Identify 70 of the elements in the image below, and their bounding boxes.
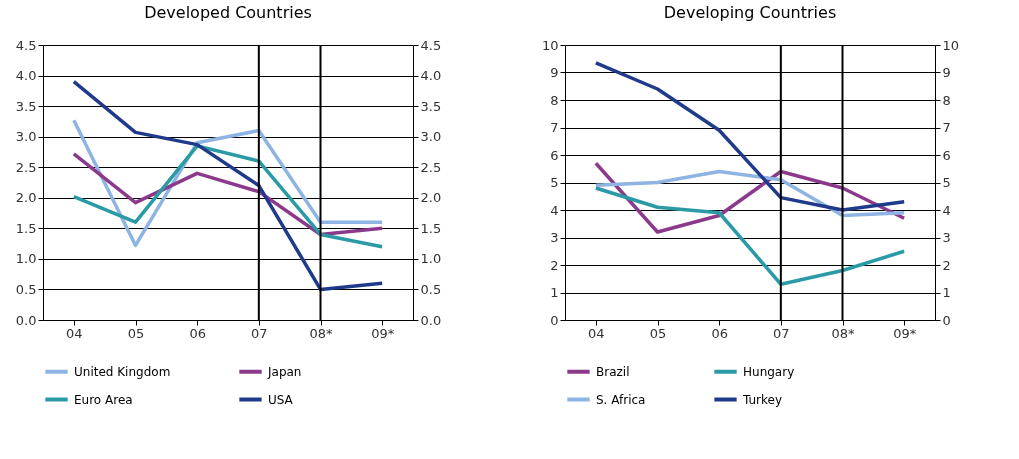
y2-tick-label: 8	[942, 92, 951, 108]
y2-tick-label: 9	[942, 65, 951, 80]
line-series	[594, 186, 906, 286]
y-tick-label: 2.5	[15, 159, 37, 175]
x-tick-label: 05	[649, 325, 667, 341]
y-tick-label: 8	[550, 92, 559, 108]
x-tick-label: 08*	[831, 325, 856, 341]
y2-tick-label: 4.0	[420, 68, 442, 84]
legend-label: Brazil	[596, 364, 630, 379]
legend-label: Hungary	[743, 364, 795, 379]
x-tick-label: 06	[189, 325, 206, 341]
y2-tick-label: 4.5	[420, 37, 442, 53]
y2-tick-label: 6	[942, 147, 951, 163]
y2-tick-label: 2.5	[420, 159, 442, 175]
y2-tick-label: 0.5	[420, 281, 442, 297]
y-tick-label: 6	[550, 147, 559, 163]
y2-tick-label: 4	[942, 202, 951, 218]
x-tick-label: 05	[127, 325, 145, 341]
line-series	[594, 169, 906, 218]
y-tick-label: 2.0	[15, 190, 37, 206]
y-tick-label: 7	[550, 120, 559, 135]
y2-tick-label: 10	[942, 37, 960, 53]
line-series	[72, 144, 384, 249]
x-tick-label: 09*	[371, 325, 395, 341]
y-tick-label: 1	[550, 285, 559, 300]
y2-tick-label: 3.0	[420, 129, 442, 145]
y-tick-label: 4	[550, 202, 559, 218]
y-tick-label: 1.5	[15, 220, 37, 236]
y-tick-label: 3	[550, 230, 559, 245]
legend-label: Japan	[267, 364, 302, 379]
legend-label: USA	[268, 392, 294, 407]
x-tick-label: 09*	[893, 325, 917, 341]
y2-tick-label: 1	[942, 285, 951, 300]
legend-label: Turkey	[742, 392, 783, 407]
legend-label: S. Africa	[596, 392, 646, 407]
y2-tick-label: 3.5	[420, 98, 442, 114]
y2-tick-label: 2.0	[420, 190, 442, 206]
y-tick-label: 5	[550, 175, 559, 190]
chart-title: Developed Countries	[144, 3, 312, 22]
chart-title: Developing Countries	[663, 3, 837, 22]
y2-tick-label: 7	[942, 120, 951, 135]
x-tick-label: 04	[66, 325, 83, 341]
y-tick-label: 0.5	[15, 281, 37, 297]
y2-tick-label: 0	[942, 312, 951, 328]
y-tick-label: 0.0	[15, 312, 37, 328]
y-tick-label: 9	[550, 65, 559, 80]
x-tick-label: 06	[711, 325, 728, 341]
y2-tick-label: 3	[942, 230, 951, 245]
y-tick-label: 3.0	[15, 129, 37, 145]
x-tick-label: 07	[251, 325, 268, 341]
line-series	[594, 61, 906, 212]
y-tick-label: 0	[550, 312, 559, 328]
x-tick-label: 08*	[309, 325, 334, 341]
y-tick-label: 3.5	[15, 98, 37, 114]
y-tick-label: 2	[550, 257, 559, 273]
y2-tick-label: 5	[942, 175, 951, 190]
y2-tick-label: 1.0	[420, 251, 442, 267]
x-tick-label: 07	[773, 325, 790, 341]
line-series	[72, 79, 384, 292]
legend-label: Euro Area	[74, 392, 133, 407]
legend-label: United Kingdom	[74, 364, 171, 379]
x-tick-label: 04	[588, 325, 605, 341]
y-tick-label: 4.0	[15, 68, 37, 84]
y-tick-label: 1.0	[15, 251, 37, 267]
y2-tick-label: 1.5	[420, 220, 442, 236]
line-series	[72, 152, 384, 237]
y2-tick-label: 0.0	[420, 312, 442, 328]
y2-tick-label: 2	[942, 257, 951, 273]
y-tick-label: 4.5	[15, 37, 37, 53]
y-tick-label: 10	[541, 37, 559, 53]
